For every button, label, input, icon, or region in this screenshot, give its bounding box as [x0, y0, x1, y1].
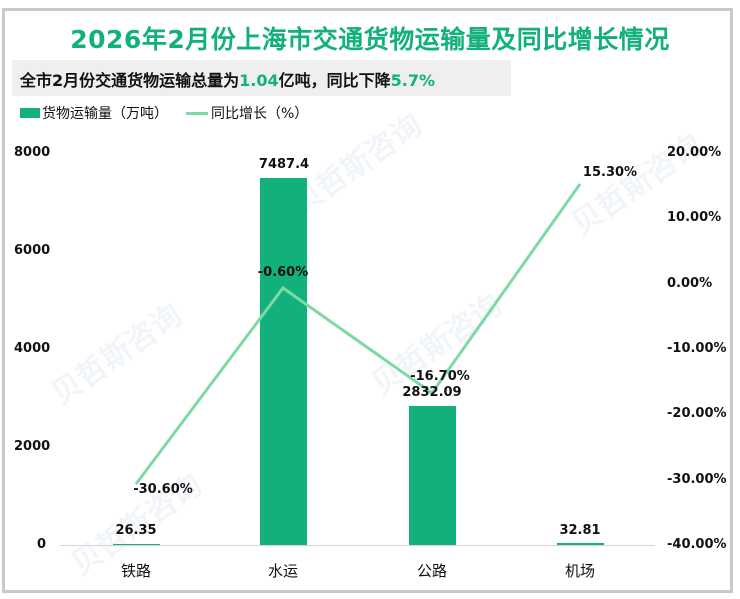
growth-value-label: -16.70% [410, 369, 470, 384]
category-label: 铁路 [120, 562, 151, 580]
bar-highway[interactable] [409, 406, 456, 545]
left-axis-tick: 8000 [14, 145, 51, 160]
subtitle-total: 1.04 [239, 71, 279, 90]
bar-value-label: 26.35 [115, 523, 157, 538]
category-label: 水运 [267, 562, 298, 580]
left-axis-tick: 4000 [14, 341, 51, 356]
left-axis-tick: 0 [37, 537, 47, 552]
bar-airport[interactable] [557, 543, 604, 545]
growth-value-label: 15.30% [582, 165, 638, 180]
bar-waterway[interactable] [260, 178, 307, 545]
growth-value-label: -30.60% [133, 482, 193, 497]
subtitle-decline: 5.7% [390, 71, 436, 90]
right-axis-tick: -40.00% [667, 537, 727, 552]
line-legend-swatch [186, 111, 208, 115]
chart-frame [2, 8, 733, 593]
legend-line-label: 同比增长（%） [211, 106, 309, 122]
right-axis-tick: 20.00% [667, 145, 722, 160]
right-axis-tick: 10.00% [667, 210, 722, 225]
right-axis-tick: -30.00% [667, 472, 727, 487]
growth-value-label: -0.60% [257, 265, 309, 280]
chart-legend: 货物运输量（万吨） 同比增长（%） [20, 102, 308, 124]
legend-bar-label: 货物运输量（万吨） [42, 106, 168, 122]
right-axis-tick: 0.00% [667, 276, 713, 291]
left-axis-tick: 2000 [14, 439, 51, 454]
x-axis-line [60, 545, 655, 546]
growth-line[interactable] [134, 183, 582, 485]
bar-railway[interactable] [113, 544, 160, 545]
left-axis-tick: 6000 [14, 243, 51, 258]
chart-subtitle: 全市2月份交通货物运输总量为1.04亿吨，同比下降5.7% [20, 67, 435, 91]
right-axis-tick: -10.00% [667, 341, 727, 356]
category-label: 公路 [416, 562, 447, 580]
bar-value-label: 2832.09 [402, 385, 462, 400]
subtitle-mid: 亿吨，同比下降 [278, 71, 391, 90]
bar-legend-swatch [20, 108, 40, 118]
chart-title: 2026年2月份上海市交通货物运输量及同比增长情况 [70, 25, 670, 54]
subtitle-prefix: 全市2月份交通货物运输总量为 [20, 71, 240, 90]
bar-value-label: 7487.4 [258, 157, 310, 172]
right-axis-tick: -20.00% [667, 406, 727, 421]
category-label: 机场 [564, 562, 595, 580]
bar-value-label: 32.81 [559, 523, 601, 538]
subtitle-box [12, 60, 511, 96]
